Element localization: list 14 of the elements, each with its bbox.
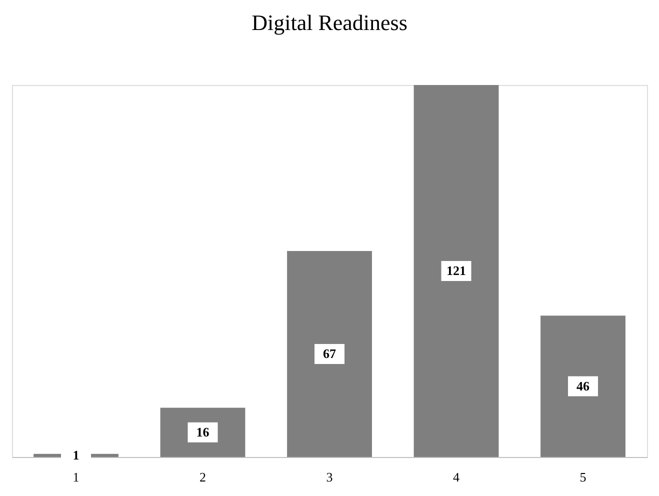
data-label: 16 xyxy=(196,424,210,440)
chart-title: Digital Readiness xyxy=(252,10,408,35)
data-label: 46 xyxy=(576,378,590,394)
x-tick-label: 2 xyxy=(200,470,206,484)
data-label: 67 xyxy=(323,346,336,362)
x-tick-label: 5 xyxy=(580,470,586,484)
bar xyxy=(414,85,499,457)
data-label: 121 xyxy=(446,263,466,278)
data-label: 1 xyxy=(72,447,80,462)
bar xyxy=(287,251,372,457)
x-tick-label: 1 xyxy=(72,470,80,484)
bar xyxy=(540,316,626,457)
x-tick-label: 4 xyxy=(452,470,460,484)
x-tick-label: 3 xyxy=(326,470,333,484)
